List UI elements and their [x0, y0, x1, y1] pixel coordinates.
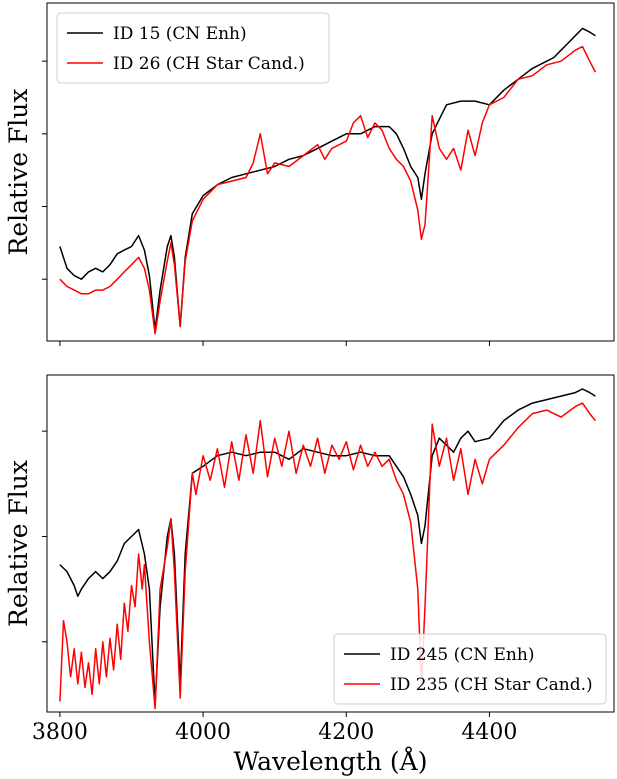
legend: ID 15 (CN Enh) ID 26 (CH Star Cand.) — [56, 12, 330, 84]
y-axis-label: Relative Flux — [4, 89, 33, 256]
panel-1: Relative Flux ID 15 (CN Enh) ID 26 (CH Sta… — [4, 2, 615, 346]
x-tick-label: 4400 — [461, 720, 517, 745]
series-line-2 — [59, 45, 597, 335]
axes-frame — [46, 2, 615, 342]
legend-label: ID 245 (CN Enh) — [390, 645, 534, 665]
legend: ID 245 (CN Enh) ID 235 (CH Star Cand.) — [333, 633, 607, 705]
series-line-2 — [59, 402, 596, 710]
y-axis-label: Relative Flux — [4, 460, 33, 627]
panel-2: 3800 4000 4200 4400 Relative Flux Wavelength … — [4, 374, 615, 776]
x-axis-label: Wavelength (Å) — [234, 746, 428, 776]
legend-label: ID 15 (CN Enh) — [113, 24, 247, 44]
x-tick-label: 3800 — [32, 720, 88, 745]
legend-box — [56, 12, 330, 84]
series-line-1 — [59, 388, 596, 706]
legend-label: ID 235 (CH Star Cand.) — [390, 675, 593, 695]
legend-box — [333, 633, 607, 705]
x-tick-label: 4000 — [175, 720, 231, 745]
x-tick-label: 4200 — [318, 720, 374, 745]
axes-frame — [46, 374, 615, 713]
legend-label: ID 26 (CH Star Cand.) — [113, 54, 305, 74]
